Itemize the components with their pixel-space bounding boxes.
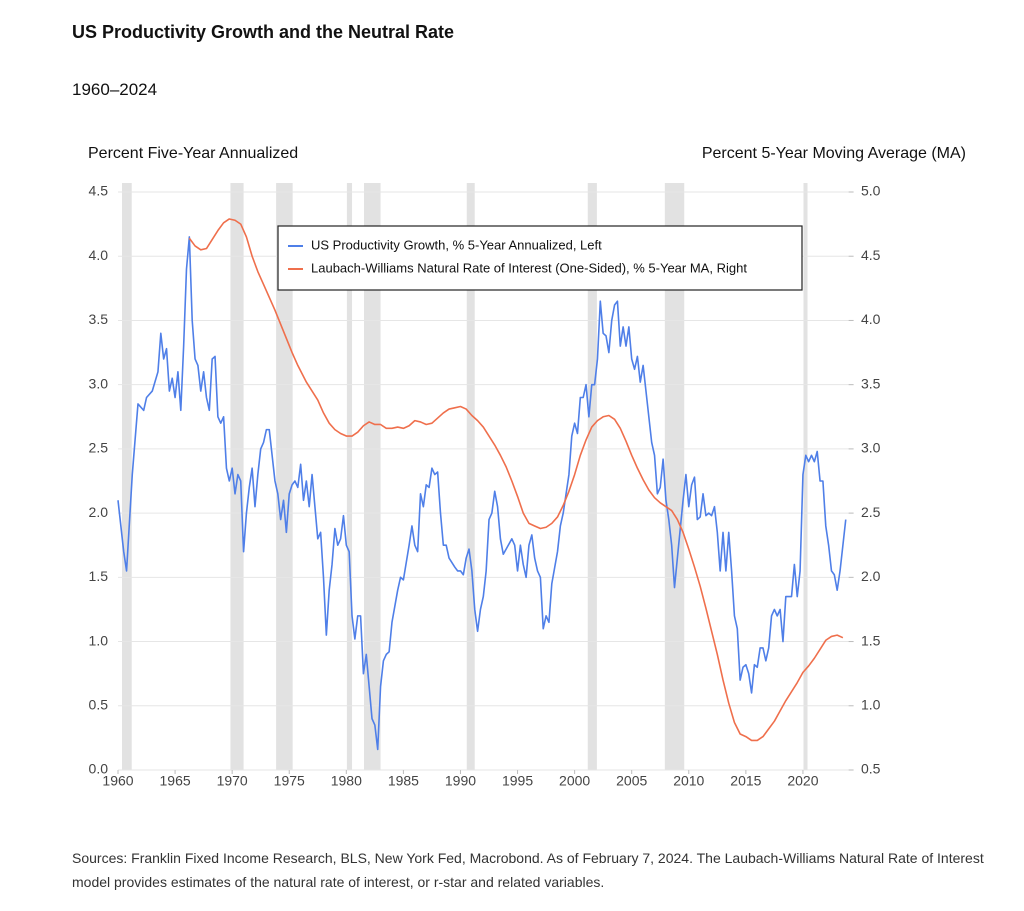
y-tick-label: 0.5 [89, 696, 109, 712]
y-tick-label: 1.0 [89, 632, 109, 648]
x-tick-label: 1985 [388, 773, 419, 789]
x-tick-label: 1960 [102, 773, 133, 789]
y-tick-label: 3.0 [89, 375, 109, 391]
y2-tick-label: 3.0 [861, 440, 881, 456]
y2-tick-label: 2.0 [861, 568, 881, 584]
series-line [117, 236, 847, 751]
legend-label: Laubach-Williams Natural Rate of Interes… [311, 260, 747, 275]
x-tick-label: 2000 [559, 773, 590, 789]
x-tick-label: 1995 [502, 773, 533, 789]
shaded-period [121, 183, 132, 770]
x-tick-label: 1990 [445, 773, 476, 789]
y2-tick-label: 1.0 [861, 696, 881, 712]
x-tick-label: 1970 [217, 773, 248, 789]
y2-tick-label: 3.5 [861, 375, 881, 391]
shaded-period [664, 183, 685, 770]
shaded-period [587, 183, 597, 770]
chart-title: US Productivity Growth and the Neutral R… [72, 22, 455, 42]
shaded-period [803, 183, 808, 770]
legend-box [277, 225, 803, 291]
x-tick-label: 2015 [730, 773, 761, 789]
y2-tick-label: 4.0 [861, 311, 881, 327]
y2-axis-title: Percent 5-Year Moving Average (MA) [702, 145, 966, 162]
y-tick-label: 4.5 [89, 183, 109, 199]
shaded-period [466, 183, 475, 770]
x-tick-label: 1965 [160, 773, 191, 789]
chart: Percent Five-Year Annualized Percent 5-Y… [88, 145, 966, 789]
y2-tick-label: 5.0 [861, 183, 881, 199]
x-tick-label: 2020 [787, 773, 818, 789]
shaded-period [364, 183, 381, 770]
x-tick-label: 2010 [673, 773, 704, 789]
y-tick-label: 3.5 [89, 311, 109, 327]
x-tick-label: 1975 [274, 773, 305, 789]
y-axis-title: Percent Five-Year Annualized [88, 145, 298, 162]
y-tick-label: 0.0 [89, 761, 109, 777]
y2-tick-label: 2.5 [861, 504, 881, 520]
legend-label: US Productivity Growth, % 5-Year Annuali… [311, 237, 602, 252]
y-tick-label: 2.0 [89, 504, 109, 520]
source-note: Sources: Franklin Fixed Income Research,… [72, 850, 984, 890]
chart-subtitle: 1960–2024 [72, 80, 158, 99]
series-line [188, 218, 844, 742]
y-tick-label: 2.5 [89, 440, 109, 456]
y2-tick-label: 0.5 [861, 761, 881, 777]
y-tick-label: 1.5 [89, 568, 109, 584]
y2-tick-label: 4.5 [861, 247, 881, 263]
shaded-period [276, 183, 293, 770]
y2-tick-label: 1.5 [861, 632, 881, 648]
x-tick-label: 1980 [331, 773, 362, 789]
shaded-period [346, 183, 353, 770]
y-tick-label: 4.0 [89, 247, 109, 263]
legend: US Productivity Growth, % 5-Year Annuali… [277, 225, 803, 291]
x-tick-label: 2005 [616, 773, 647, 789]
